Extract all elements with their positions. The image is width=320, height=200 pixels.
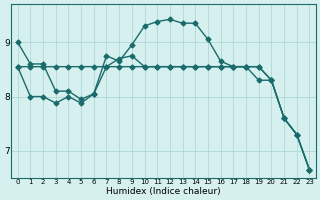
X-axis label: Humidex (Indice chaleur): Humidex (Indice chaleur) xyxy=(106,187,221,196)
